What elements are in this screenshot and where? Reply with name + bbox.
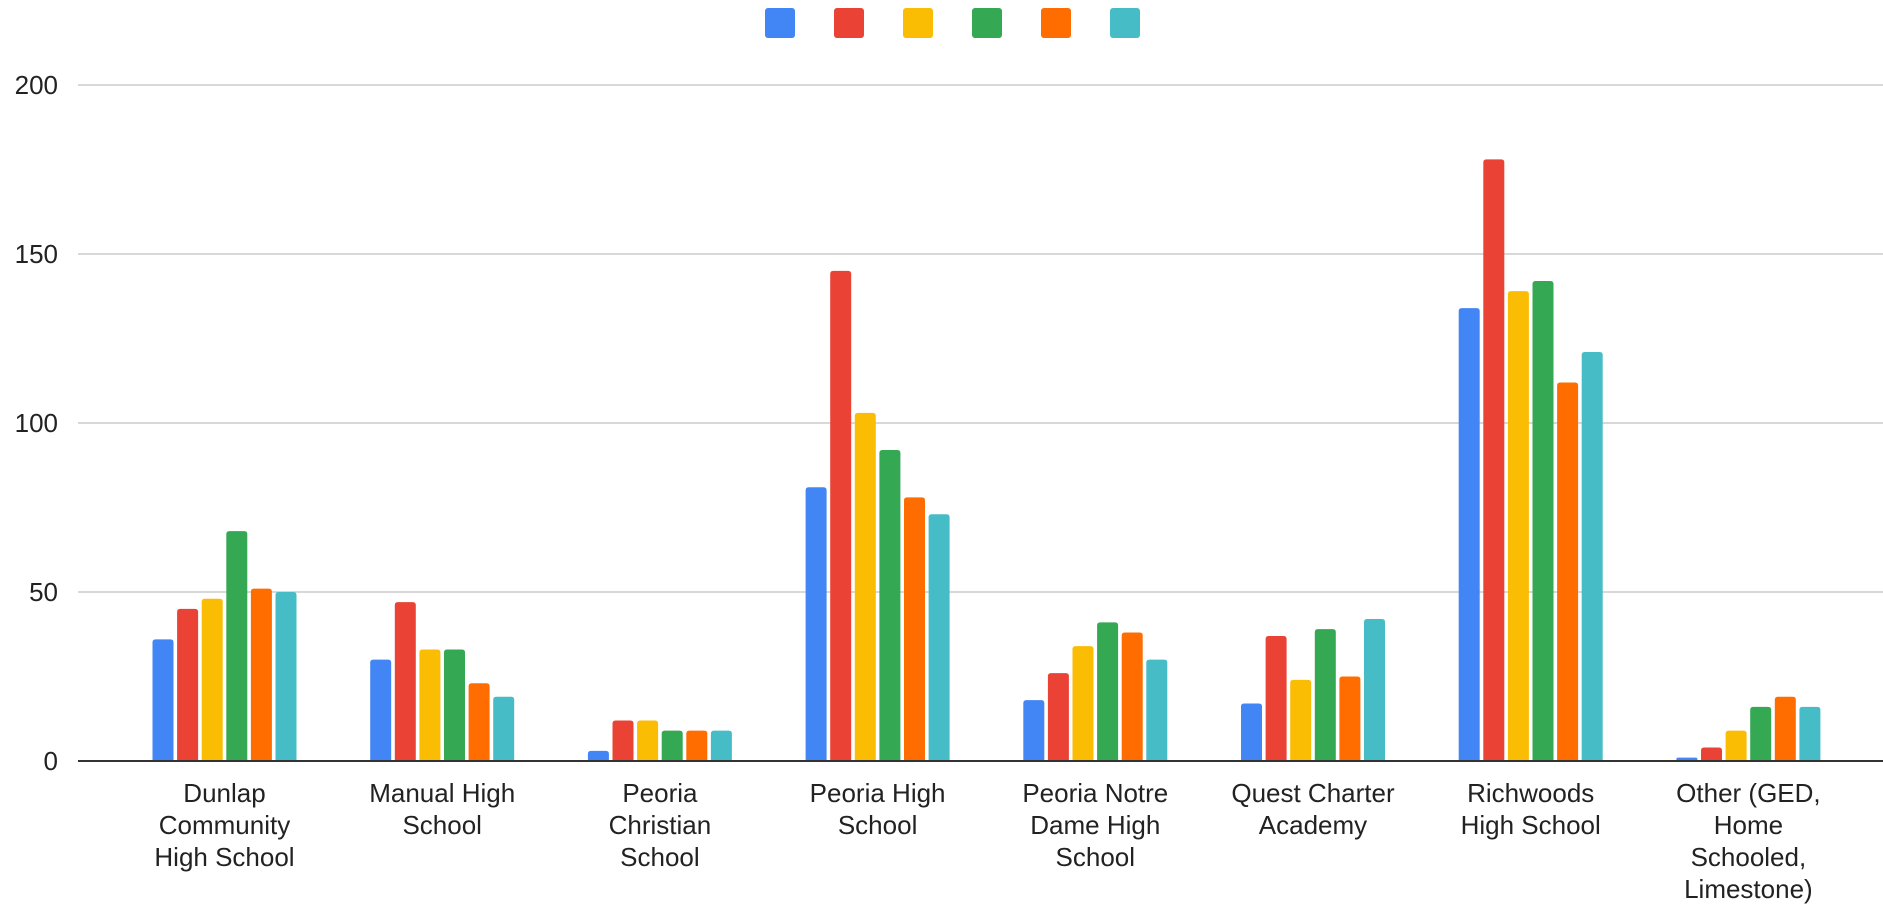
bar [1314,629,1336,761]
legend-swatch [972,8,1002,38]
bar [444,649,465,761]
x-tick-label-line: School [1056,842,1136,872]
bar [493,696,515,761]
bar [1146,659,1168,761]
bar [1290,679,1312,761]
x-tick-label-line: Peoria High [810,778,946,808]
gridlines [78,84,1883,762]
x-tick-label-line: High School [154,842,294,872]
x-tick-label-line: High School [1461,810,1601,840]
bar [250,588,272,761]
x-tick-label-line: Dunlap [183,778,265,808]
bar [710,730,732,761]
bar [1072,646,1094,761]
bar [1557,382,1579,761]
bar [1265,635,1287,761]
bar [1458,308,1480,761]
bar [1121,632,1143,761]
bar [879,450,901,761]
x-tick-label: Quest Charter Academy [1231,778,1395,840]
bar [686,730,708,761]
x-tick-label-line: Schooled, [1691,842,1807,872]
x-tick-label: Peoria Notre Dame High School [1022,778,1168,872]
bar [1581,352,1603,761]
x-tick-label-line: Manual High [369,778,515,808]
bars [78,159,1883,762]
bar [1483,159,1505,762]
x-tick-label-line: Dame High [1030,810,1160,840]
x-tick-label-line: Academy [1259,810,1367,840]
bar [1701,747,1722,761]
bar [370,659,392,761]
x-tick-label-line: Limestone) [1684,874,1813,904]
x-tick-label-line: Other (GED, [1676,778,1820,808]
x-tick-label-line: School [838,810,918,840]
legend-swatch [903,8,933,38]
x-tick-label-line: Richwoods [1467,778,1594,808]
bar [1364,619,1385,761]
bar [1241,703,1262,761]
x-tick-label: Other (GED, Home Schooled, Limestone) [1676,778,1820,904]
y-tick-label: 100 [15,408,58,438]
bar [805,487,827,761]
bar [1750,706,1772,761]
x-tick-label: Richwoods High School [1461,778,1601,840]
legend [765,8,1140,38]
x-tick-label-line: School [402,810,482,840]
x-tick-label: Peoria High School [810,778,946,840]
x-tick-label-line: Home [1714,810,1783,840]
y-tick-label: 50 [29,577,58,607]
y-axis: 0 50 100 150 200 [15,70,58,776]
bar [1774,696,1796,761]
x-tick-label: Peoria Christian School [609,778,712,872]
x-tick-label-line: Christian [609,810,712,840]
bar [177,608,199,761]
bar [854,412,876,761]
bar [419,649,441,761]
bar [226,531,248,761]
bar [1799,706,1821,761]
y-tick-label: 200 [15,70,58,100]
bar [1047,673,1069,761]
legend-swatch [834,8,864,38]
bar [928,514,950,761]
x-tick-label-line: Quest Charter [1231,778,1395,808]
bar [1339,676,1361,761]
bar [394,602,416,761]
bar [275,592,297,761]
bar [1023,700,1045,761]
x-tick-label: Manual High School [369,778,515,840]
bar [152,639,174,761]
bar [830,270,852,761]
bar [661,730,683,761]
bar [637,720,659,761]
legend-swatch [1110,8,1140,38]
y-tick-label: 0 [44,746,58,776]
bar [201,598,223,761]
legend-swatch [765,8,795,38]
bar [1507,291,1529,761]
bar [904,497,925,761]
y-tick-label: 150 [15,239,58,269]
legend-swatch [1041,8,1071,38]
bar [612,720,634,761]
bar [1532,281,1554,761]
x-tick-label-line: Peoria Notre [1022,778,1168,808]
x-tick-label: Dunlap Community High School [154,778,294,872]
x-tick-label-line: School [620,842,700,872]
x-tick-label-line: Peoria [622,778,698,808]
bar [1097,622,1119,761]
bar [587,750,609,761]
bar [1725,730,1747,761]
x-tick-label-line: Community [159,810,290,840]
bar [468,683,490,761]
